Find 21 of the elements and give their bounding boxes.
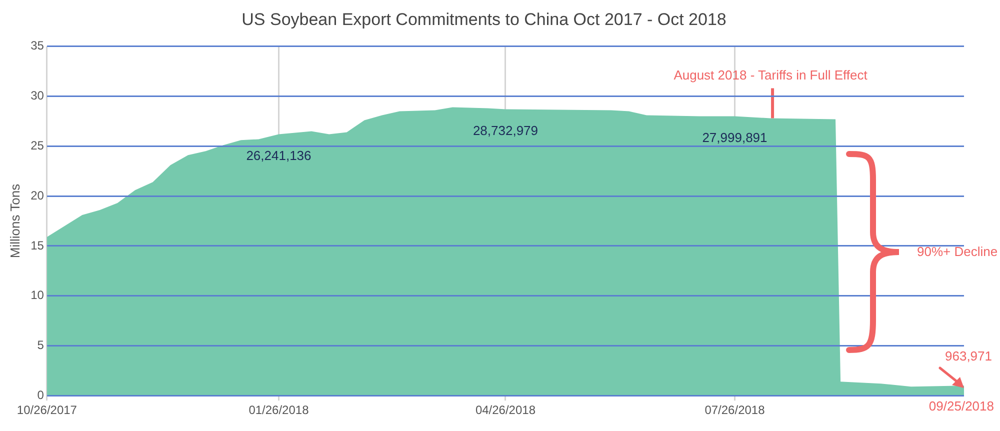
annotation: August 2018 - Tariffs in Full Effect: [674, 67, 868, 82]
y-tick-label: 30: [30, 88, 44, 103]
y-tick-label: 0: [37, 388, 44, 402]
annotation: 27,999,891: [702, 130, 768, 145]
y-axis-title: Millions Tons: [7, 183, 22, 258]
text: 09/25/2018: [928, 398, 994, 414]
x-tick-label: 10/26/2017: [16, 403, 78, 418]
x-tick-label: 07/26/2018: [704, 403, 766, 418]
x-tick-label: 01/26/2018: [248, 403, 310, 418]
annotation: 90%+ Decline: [917, 244, 998, 260]
x-tick-label: 04/26/2018: [475, 403, 536, 418]
annotation: 26,241,136: [246, 148, 312, 163]
annotation: 28,732,979: [472, 122, 538, 138]
annotation: 963,971: [945, 348, 992, 364]
y-tick-label: 5: [37, 338, 44, 352]
y-tick-label: 10: [30, 288, 44, 302]
chart-title: US Soybean Export Commitments to China Oct 2017 - Oct 2018: [242, 10, 726, 29]
y-tick-label: 15: [30, 238, 44, 252]
y-tick-label: 25: [30, 138, 44, 152]
y-tick-label: 20: [30, 188, 44, 202]
y-tick-label: 35: [30, 38, 44, 53]
